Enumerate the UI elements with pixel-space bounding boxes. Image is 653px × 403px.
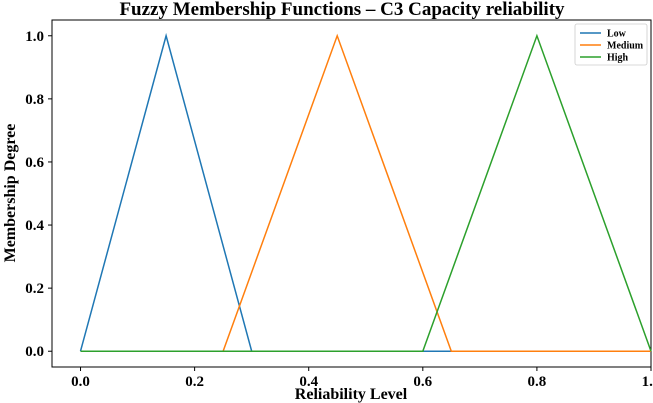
x-tick-label: 1.0 (642, 374, 653, 390)
x-tick-label: 0.2 (185, 374, 204, 390)
x-tick-label: 0.8 (528, 374, 547, 390)
y-tick-label: 1.0 (25, 29, 44, 45)
series-line-low (79, 32, 651, 352)
x-axis-ticks: 0.0 0.2 0.4 0.6 0.8 1.0 (71, 367, 653, 390)
legend-label-high: High (607, 53, 629, 64)
x-tick-label: 0.0 (71, 374, 90, 390)
series-line-high (80, 33, 652, 352)
chart-title: Fuzzy Membership Functions – C3 Capacity… (119, 0, 565, 20)
y-tick-label: 0.6 (25, 155, 44, 171)
x-tick-label: 0.6 (413, 374, 432, 390)
series-line-medium (222, 33, 651, 352)
y-tick-label: 0.4 (25, 218, 44, 234)
y-tick-label: 0.8 (25, 92, 44, 108)
legend-label-low: Low (607, 29, 627, 40)
y-tick-label: 0.2 (25, 281, 44, 297)
series-layer (79, 32, 652, 352)
y-tick-label: 0.0 (25, 344, 44, 360)
x-tick-label: 0.4 (299, 374, 318, 390)
plot-frame (51, 19, 652, 368)
y-axis-label: Membership Degree (2, 124, 19, 263)
legend-label-medium: Medium (607, 41, 644, 52)
y-axis-ticks: 0.0 0.2 0.4 0.6 0.8 1.0 (25, 29, 52, 360)
legend-box (574, 23, 648, 66)
x-axis-label: Reliability Level (295, 386, 408, 403)
